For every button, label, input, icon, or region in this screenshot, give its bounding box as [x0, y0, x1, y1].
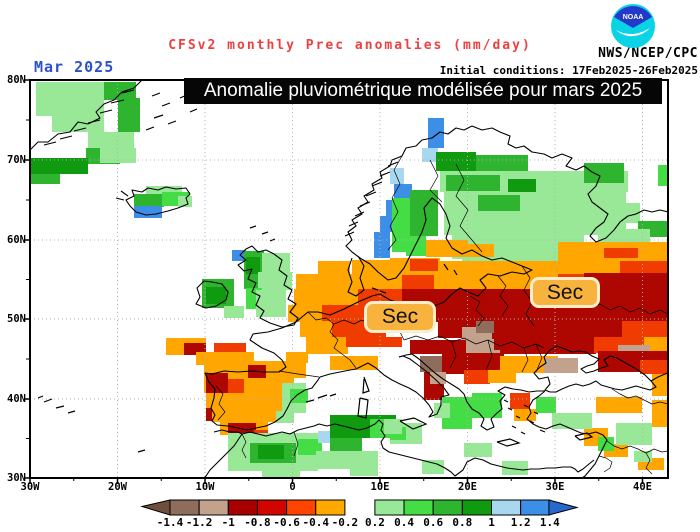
colorbar-tick-label: 1.4 [539, 516, 560, 529]
colorbar-tick-label: -0.4 [302, 516, 330, 529]
forecast-month-label: Mar 2025 [34, 58, 115, 76]
lon-tick-label: 20E [458, 481, 477, 493]
lat-tick-label: 50N [7, 313, 26, 325]
colorbar-tick-label: -1.2 [185, 516, 213, 529]
lon-tick-label: 30E [545, 481, 565, 493]
lon-tick-label: 30W [20, 481, 40, 493]
colorbar-tick-label: -1 [221, 516, 235, 529]
lon-tick-label: 0 [289, 481, 296, 493]
colorbar-tick-label: 0.8 [452, 516, 473, 529]
colorbar-tick-label: 1.2 [510, 516, 531, 529]
colorbar-tick-label: -0.8 [244, 516, 271, 529]
coastlines-layer [30, 80, 668, 478]
product-title: CFSv2 monthly Prec anomalies (mm/day) [168, 38, 532, 53]
colorbar-tick-label: -1.4 [156, 516, 184, 529]
noaa-seagull-icon [616, 28, 650, 37]
noaa-logo-fan [614, 6, 652, 29]
colorbar-tick-label: 1 [488, 516, 495, 529]
lon-tick-label: 10W [195, 481, 215, 493]
lat-tick-label: 40N [7, 393, 26, 405]
colorbar [140, 499, 579, 516]
axis-ticks [24, 79, 644, 484]
colorbar-tick-label: 0.4 [394, 516, 414, 529]
map-banner-title: Anomalie pluviométrique modélisée pour m… [184, 78, 662, 104]
colorbar-tick-label: 0.6 [423, 516, 444, 529]
colorbar-tick-label: -0.6 [273, 516, 300, 529]
dry-region-label-east: Sec [530, 277, 600, 308]
noaa-logo-text: NOAA [623, 14, 644, 21]
colorbar-tick-label: -0.2 [331, 516, 359, 529]
colorbar-tick-label: 0.2 [364, 516, 385, 529]
initial-conditions-label: Initial conditions: 17Feb2025-26Feb2025 [439, 64, 698, 77]
agency-label: NWS/NCEP/CPC [598, 46, 698, 61]
lon-tick-label: 10E [370, 481, 390, 493]
lon-tick-label: 40E [633, 481, 652, 493]
islands-layer [37, 92, 594, 453]
lat-tick-label: 70N [7, 154, 26, 166]
lat-tick-label: 80N [7, 74, 26, 86]
lon-tick-label: 20W [108, 481, 127, 493]
lat-tick-label: 60N [7, 234, 26, 246]
lat-tick-label: 30N [7, 472, 26, 484]
dry-region-label-west: Sec [364, 301, 436, 333]
noaa-logo: NOAA [610, 3, 656, 49]
